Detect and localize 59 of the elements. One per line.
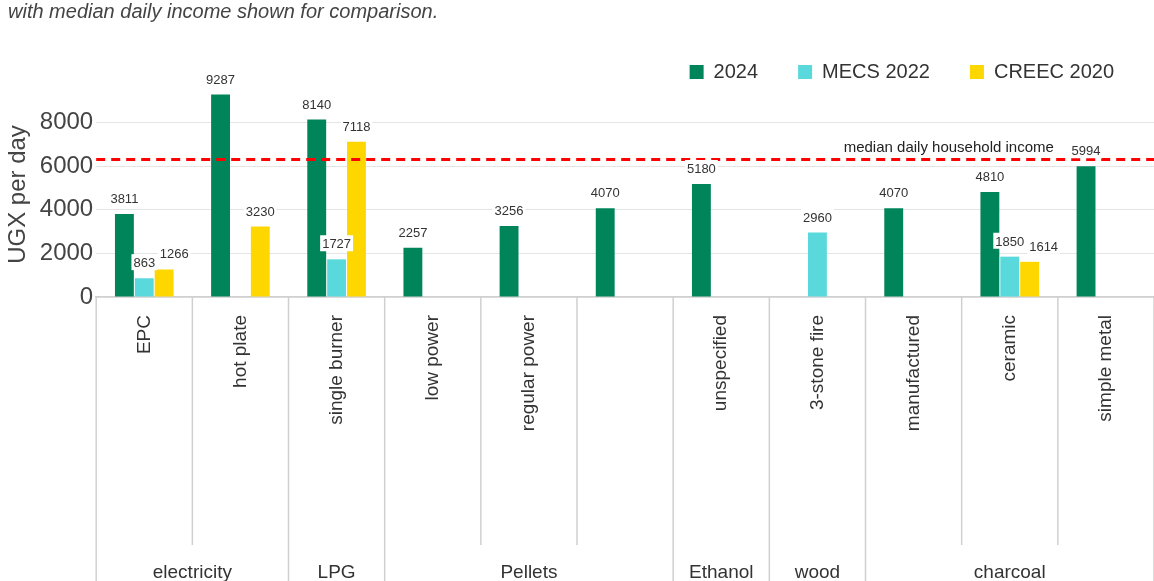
text: wood [793,561,841,581]
data-label: 8140 [302,96,332,112]
y-tick-label: 6000 [39,150,94,178]
y-tick-label: 8000 [39,107,94,135]
bar [1000,256,1020,297]
x-tick-label: ceramic [997,315,1019,382]
data-label: 2257 [398,224,428,240]
bar [1020,261,1040,297]
bar [134,278,154,297]
bar [211,94,230,297]
chart-title: with median daily income shown for comparison. [8,0,439,24]
bar [1076,166,1096,297]
x-tick-label: single burner [324,314,346,425]
bar [403,247,423,297]
x-tick-label: manufactured [901,315,923,432]
data-label: 3811 [110,190,139,206]
data-label: 7118 [342,118,371,134]
data-label: 9287 [206,71,236,87]
data-label: 1614 [1029,238,1059,254]
legend-label: CREEC 2020 [993,59,1114,82]
bar [327,259,347,297]
y-tick-label: 2000 [39,238,94,266]
bar [691,184,711,297]
bar [499,225,519,297]
legend-label: MECS 2022 [822,59,930,82]
bar [154,269,174,297]
text: Ethanol [689,561,754,581]
data-label: 4070 [590,185,620,201]
text: LPG [317,561,356,581]
data-label: 2960 [802,209,832,225]
x-tick-label: EPC [132,315,154,355]
y-tick-label: 0 [79,281,94,309]
text: charcoal [973,561,1046,581]
x-tick-label: simple metal [1094,315,1116,422]
data-label: 1727 [322,236,352,252]
data-label: 4810 [975,169,1005,185]
y-tick-label: 4000 [39,194,94,222]
bar [884,208,904,297]
data-label: 1850 [995,233,1025,249]
data-label: 3256 [494,203,524,219]
x-tick-label: low power [421,314,442,401]
data-label: 863 [133,255,156,271]
bar [807,232,827,297]
y-axis-title: UGX per day [3,125,31,264]
x-tick-label: regular power [517,314,539,432]
data-label: 5180 [686,161,716,177]
data-label: 4070 [879,185,909,201]
data-label: 1266 [159,246,189,262]
bar [595,208,615,297]
bar [114,213,134,297]
ref-line-label: median daily household income [843,138,1054,156]
legend-label: 2024 [713,59,759,82]
x-tick-label: hot plate [228,315,250,388]
x-tick-label: 3-stone fire [805,315,827,411]
data-label: 5994 [1071,143,1101,159]
x-tick-label: unspecified [709,315,731,412]
bar [250,226,270,297]
text: Pellets [500,561,558,581]
data-label: 3230 [245,203,275,219]
